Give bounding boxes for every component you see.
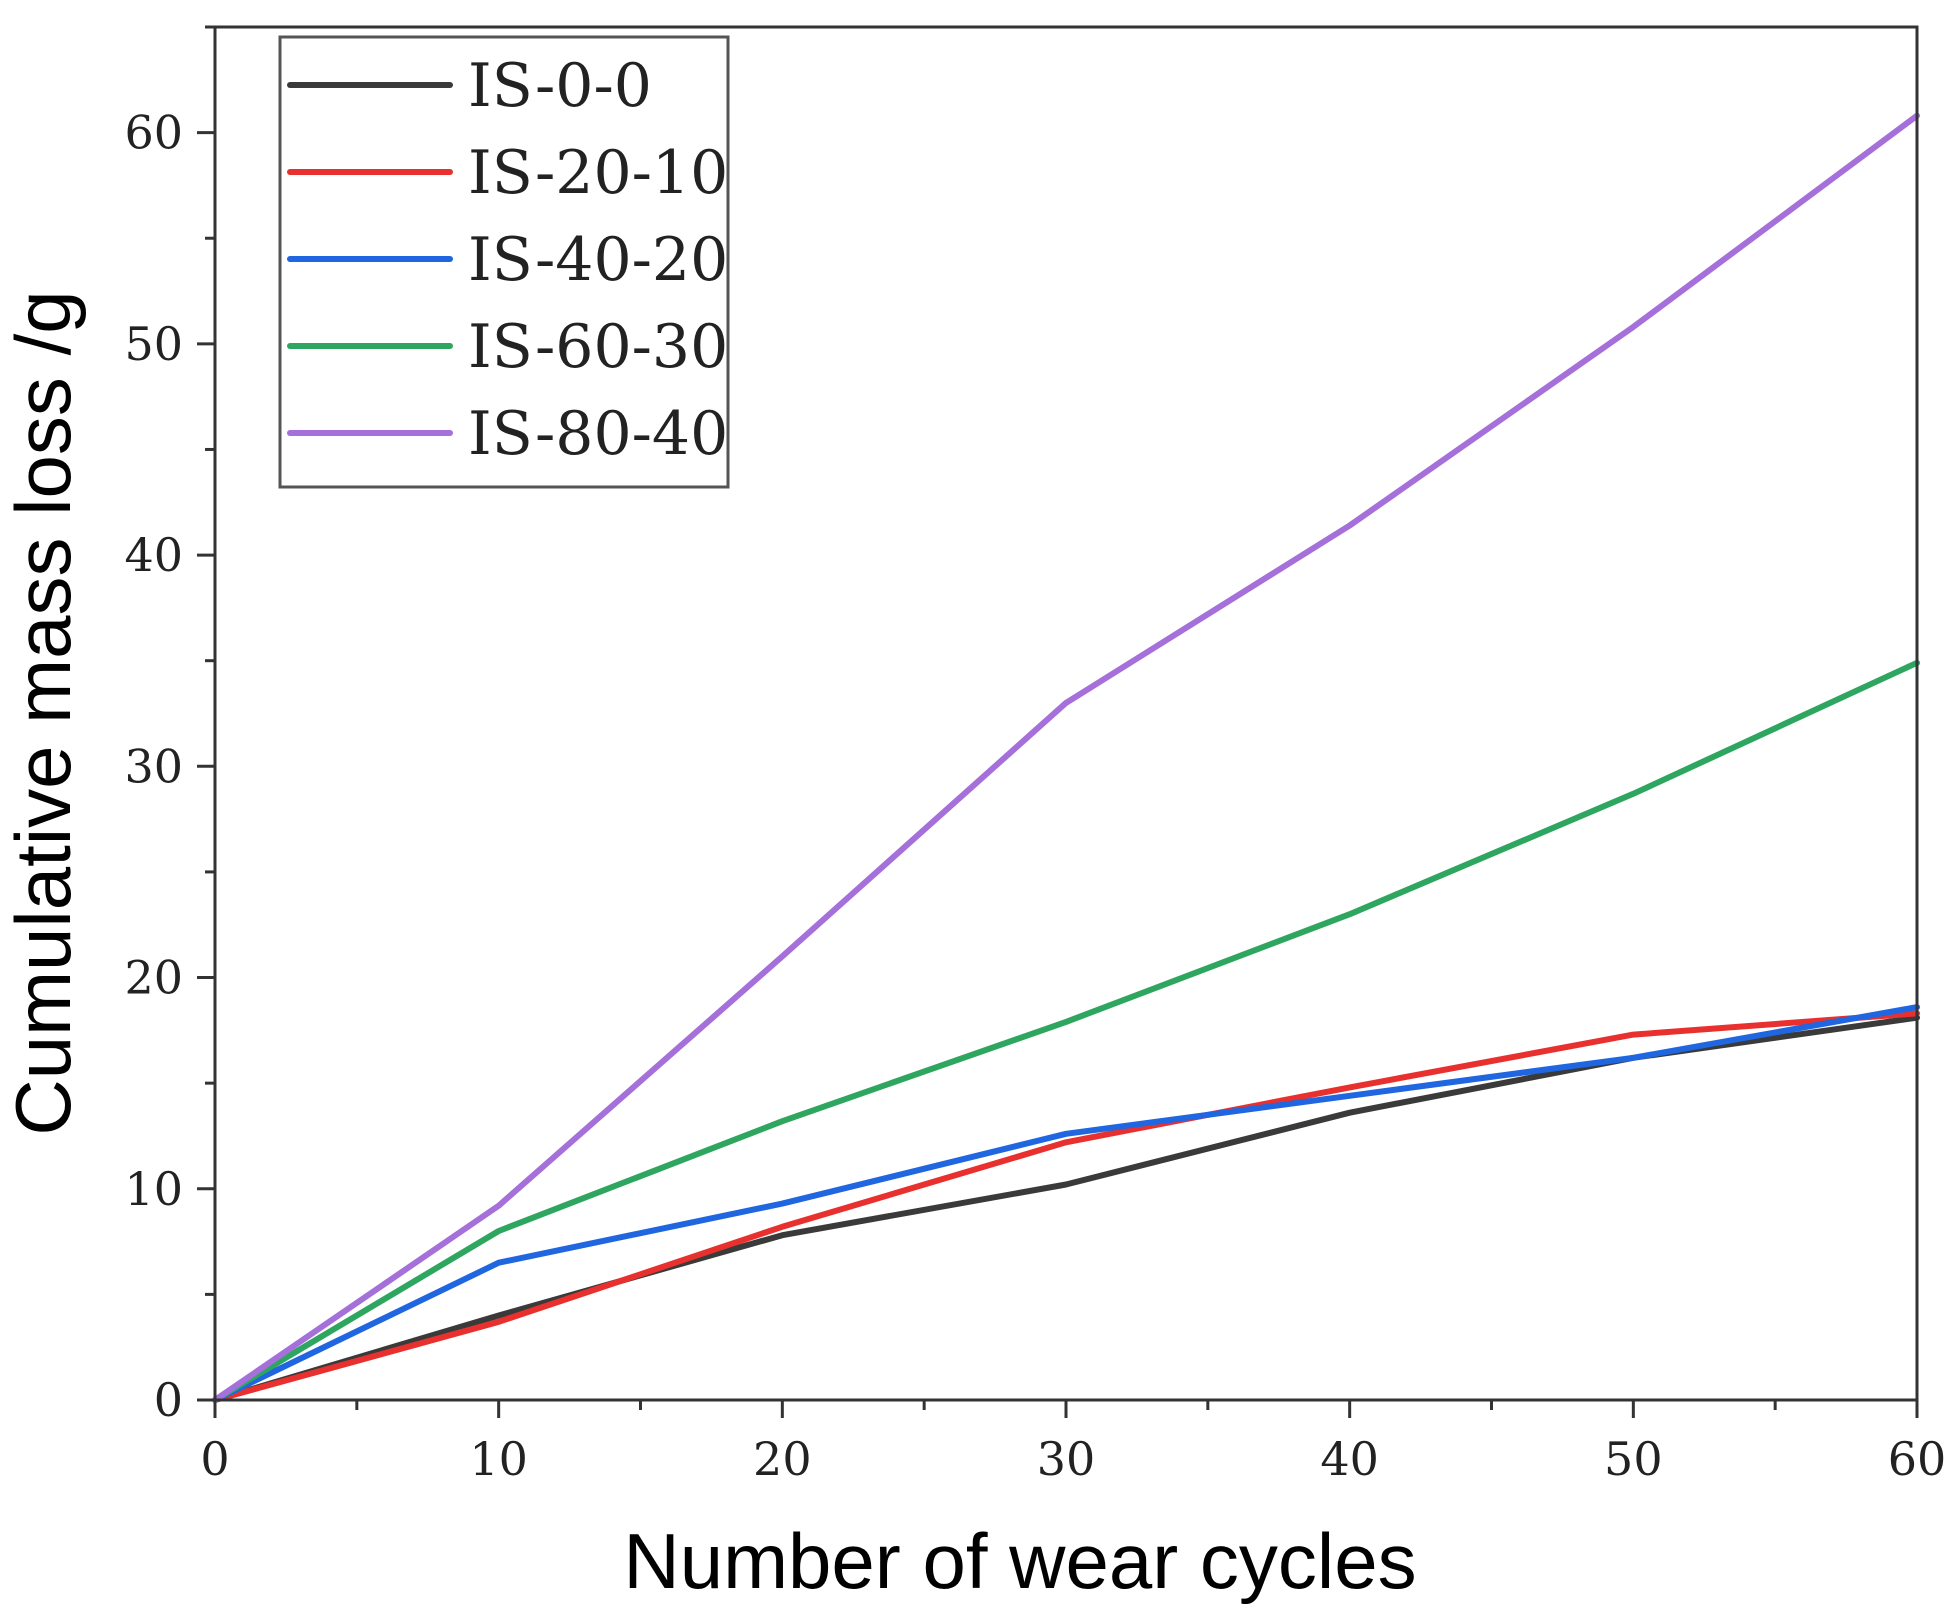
legend: IS-0-0 IS-20-10 IS-40-20 IS-60-30 IS-80-40 — [278, 35, 730, 489]
x-tick-label-1: 10 — [469, 1432, 528, 1486]
x-tick-label-3: 30 — [1037, 1432, 1096, 1486]
y-tick-label-1: 10 — [124, 1162, 183, 1216]
data-point-is-20-10-3 — [1065, 1141, 1067, 1143]
x-tick-label-0: 0 — [200, 1432, 229, 1486]
axis-ticks — [197, 25, 1919, 1418]
data-point-is-0-0-3 — [1065, 1184, 1067, 1186]
legend-label-is-80-40: IS-80-40 — [468, 399, 728, 469]
data-point-is-20-10-4 — [1349, 1086, 1351, 1088]
data-point-is-40-20-4 — [1349, 1095, 1351, 1097]
data-point-is-40-20-2 — [781, 1203, 783, 1205]
y-tick-label-6: 60 — [124, 106, 183, 160]
data-point-is-60-30-4 — [1349, 913, 1351, 915]
x-axis-label: Number of wear cycles — [623, 1517, 1416, 1605]
data-point-is-60-30-1 — [498, 1230, 500, 1232]
data-point-is-40-20-3 — [1065, 1133, 1067, 1135]
data-point-is-40-20-5 — [1632, 1057, 1634, 1059]
x-tick-label-4: 40 — [1320, 1432, 1379, 1486]
y-tick-label-4: 40 — [124, 528, 183, 582]
y-axis-label: Cumulative mass loss /g — [0, 290, 87, 1135]
legend-label-is-60-30: IS-60-30 — [468, 312, 728, 382]
data-point-is-20-10-2 — [781, 1226, 783, 1228]
data-point-is-80-40-3 — [1065, 702, 1067, 704]
data-point-is-80-40-2 — [781, 955, 783, 957]
data-point-is-0-0-1 — [498, 1315, 500, 1317]
y-tick-label-5: 50 — [124, 317, 183, 371]
data-point-is-0-0-2 — [781, 1234, 783, 1236]
y-tick-label-2: 20 — [124, 951, 183, 1005]
axis-tick-labels: 0 10 20 30 40 50 60 0 10 20 30 40 50 60 — [124, 106, 1946, 1486]
data-point-is-60-30-2 — [781, 1120, 783, 1122]
data-point-is-80-40-1 — [498, 1205, 500, 1207]
data-point-is-0-0-4 — [1349, 1112, 1351, 1114]
data-point-is-80-40-5 — [1632, 326, 1634, 328]
y-tick-label-3: 30 — [124, 739, 183, 793]
legend-label-is-20-10: IS-20-10 — [468, 138, 728, 208]
y-tick-label-0: 0 — [154, 1373, 183, 1427]
legend-items: IS-0-0 IS-20-10 IS-40-20 IS-60-30 IS-80-40 — [287, 51, 728, 469]
legend-label-is-0-0: IS-0-0 — [468, 51, 652, 121]
data-point-is-40-20-1 — [498, 1262, 500, 1264]
data-point-is-60-30-5 — [1632, 793, 1634, 795]
series-lines — [212, 112, 1920, 1403]
x-tick-label-5: 50 — [1604, 1432, 1663, 1486]
data-point-is-60-30-3 — [1065, 1021, 1067, 1023]
data-point-is-20-10-5 — [1632, 1034, 1634, 1036]
legend-label-is-40-20: IS-40-20 — [468, 225, 728, 295]
data-point-is-80-40-4 — [1349, 525, 1351, 527]
x-tick-label-2: 20 — [753, 1432, 812, 1486]
data-point-is-20-10-1 — [498, 1321, 500, 1323]
x-tick-label-6: 60 — [1888, 1432, 1947, 1486]
